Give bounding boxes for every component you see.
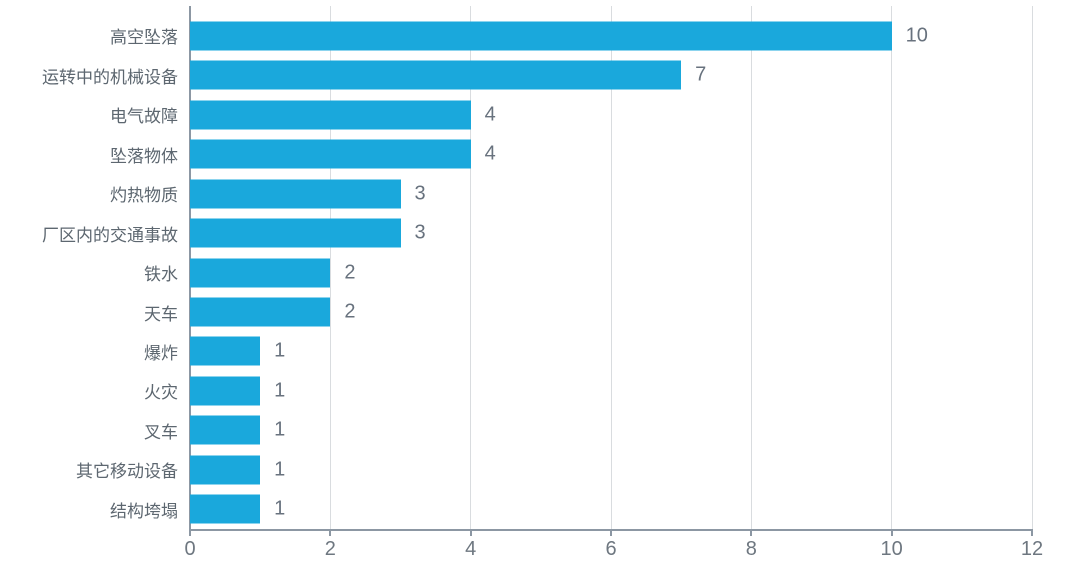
gridline-x-8 [750,6,752,529]
bar-track: 4 [190,95,1032,134]
category-label: 高空坠落 [110,28,178,48]
value-label: 7 [695,63,707,86]
bar-track: 10 [190,16,1032,55]
bar-track: 3 [190,213,1032,252]
x-axis-tick-4 [469,529,472,536]
category-label: 结构垮塌 [110,501,178,521]
category-label: 其它移动设备 [76,462,178,482]
x-axis-tick-labels: 0 2 4 6 8 10 12 [184,538,1043,566]
gridline-x-2 [329,6,331,529]
bar-track: 3 [190,174,1032,213]
category-label: 铁水 [144,265,178,285]
category-label: 爆炸 [144,343,178,363]
x-axis-tick-6 [610,529,612,536]
x-axis-tick-label: 6 [605,538,617,560]
value-label: 2 [344,300,356,323]
bar [190,60,682,90]
bar-track: 1 [190,450,1032,489]
bar-row: 结构垮塌 1 [0,490,1032,529]
value-label: 1 [274,339,286,362]
bar-track: 4 [190,134,1032,173]
value-label: 1 [274,497,286,520]
value-label: 2 [344,261,356,284]
bar-row: 运转中的机械设备 7 [0,55,1032,94]
bar-track: 1 [190,411,1032,450]
bar [190,100,471,130]
bar-row: 其它移动设备 1 [0,450,1032,489]
value-label: 4 [484,103,496,126]
value-label: 1 [274,379,286,402]
gridline-x-4 [470,6,472,529]
gridline-x-6 [610,6,612,529]
bar-row: 厂区内的交通事故 3 [0,213,1032,252]
bar [190,494,261,524]
bar [190,455,261,485]
bar-row: 火灾 1 [0,371,1032,410]
x-axis-tick-0 [189,529,191,536]
value-label: 1 [274,458,286,481]
value-label: 4 [484,142,496,165]
category-label: 电气故障 [110,107,178,127]
bar-row: 高空坠落 10 [0,16,1032,55]
gridline-x-10 [891,6,893,529]
x-axis-tick-label: 10 [880,538,903,560]
bar-track: 1 [190,490,1032,529]
bar-track: 2 [190,292,1032,331]
bar [190,415,261,445]
bar [190,336,261,366]
category-label: 运转中的机械设备 [42,67,178,87]
category-label: 天车 [144,304,178,324]
bar-rows: 高空坠落 10 运转中的机械设备 7 电气故障 4 坠落物体 4 灼热物质 3 厂区内的交通事故 3 铁… [0,16,1032,529]
bar-track: 1 [190,332,1032,371]
bar [190,376,261,406]
value-label: 3 [414,182,426,205]
bar [190,179,401,209]
bar [190,258,331,288]
gridline-x-12 [1031,6,1033,529]
category-label: 叉车 [144,422,178,442]
x-axis-tick-label: 0 [184,538,196,560]
category-label: 火灾 [144,383,178,403]
bar [190,297,331,327]
category-label: 灼热物质 [110,186,178,206]
bar-track: 1 [190,371,1032,410]
value-label: 3 [414,221,426,244]
bar-row: 灼热物质 3 [0,174,1032,213]
category-label: 厂区内的交通事故 [42,225,178,245]
bar-track: 7 [190,55,1032,94]
x-axis-tick-label: 2 [324,538,336,560]
x-axis-tick-8 [750,529,753,536]
x-axis-tick-label: 8 [745,538,757,560]
bar-row: 叉车 1 [0,411,1032,450]
bar [190,21,892,51]
x-axis-tick-label: 4 [465,538,477,560]
x-axis-tick-label: 12 [1020,538,1044,560]
x-axis-tick-10 [890,529,893,536]
value-label: 1 [274,418,286,441]
bar [190,139,471,169]
x-axis-tick-2 [329,529,332,536]
value-label: 10 [905,24,928,47]
bar-row: 天车 2 [0,292,1032,331]
bar-row: 铁水 2 [0,253,1032,292]
bar-row: 电气故障 4 [0,95,1032,134]
bar [190,218,401,248]
bar-row: 爆炸 1 [0,332,1032,371]
x-axis-tick-12 [1031,529,1033,536]
category-label: 坠落物体 [110,146,178,166]
bar-row: 坠落物体 4 [0,134,1032,173]
bar-track: 2 [190,253,1032,292]
